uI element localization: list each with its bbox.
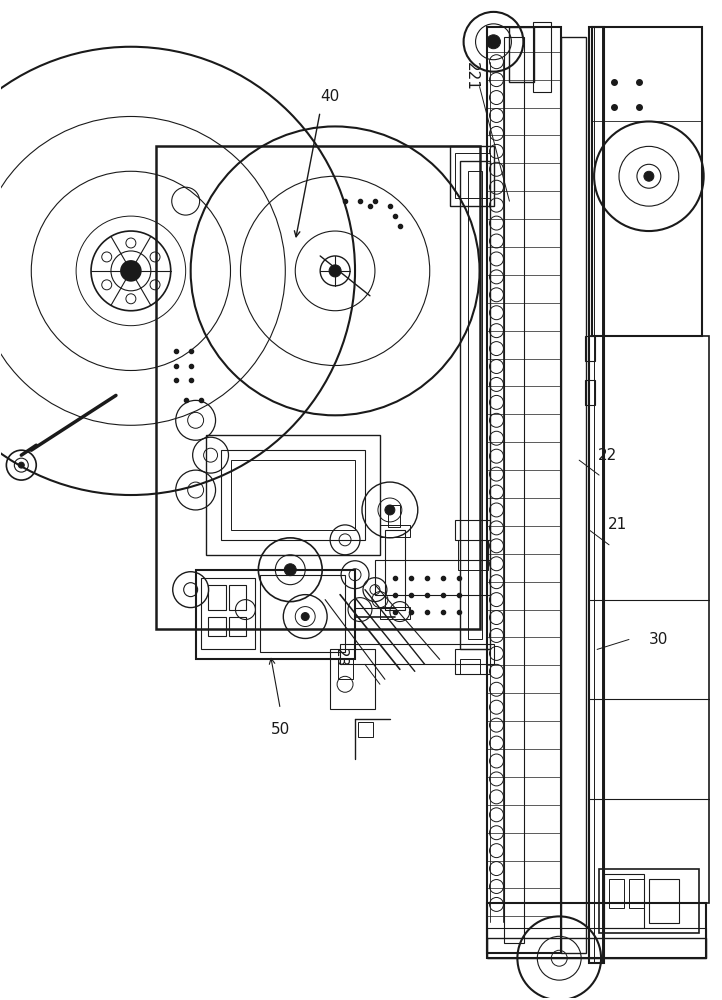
Bar: [585, 380, 595, 405]
Bar: [649, 879, 679, 923]
Text: 50: 50: [271, 722, 290, 737]
Circle shape: [18, 462, 25, 468]
Bar: [380, 607, 410, 619]
Circle shape: [487, 35, 500, 49]
Bar: [388, 505, 400, 527]
Bar: [455, 153, 490, 198]
Bar: [609, 879, 624, 908]
Circle shape: [385, 505, 395, 515]
Bar: [261, 575, 345, 652]
Bar: [201, 578, 256, 649]
Bar: [460, 161, 490, 649]
Bar: [589, 336, 709, 903]
Circle shape: [644, 171, 654, 181]
Bar: [468, 171, 482, 639]
Bar: [599, 869, 699, 933]
Text: 221: 221: [464, 62, 479, 91]
Bar: [455, 520, 490, 540]
Text: 40: 40: [321, 89, 340, 104]
Bar: [206, 435, 380, 555]
Bar: [510, 27, 534, 82]
Text: 23: 23: [333, 648, 347, 667]
Bar: [228, 617, 246, 636]
Bar: [375, 560, 490, 595]
Bar: [156, 146, 479, 629]
Bar: [585, 336, 595, 361]
Bar: [604, 874, 644, 928]
Bar: [220, 450, 365, 540]
Bar: [505, 37, 524, 943]
Bar: [330, 649, 375, 709]
Bar: [228, 585, 246, 610]
Bar: [455, 649, 490, 674]
Bar: [338, 659, 353, 679]
Bar: [534, 22, 552, 92]
Bar: [385, 530, 405, 610]
Bar: [487, 903, 705, 958]
Bar: [380, 525, 410, 537]
Bar: [592, 27, 702, 336]
Bar: [458, 540, 487, 570]
Bar: [230, 460, 355, 530]
Bar: [196, 570, 355, 659]
Bar: [589, 27, 604, 963]
Circle shape: [121, 261, 141, 281]
Bar: [208, 585, 225, 610]
Text: 21: 21: [607, 517, 627, 532]
Bar: [487, 27, 561, 953]
Bar: [358, 722, 373, 737]
Bar: [487, 928, 705, 958]
Circle shape: [301, 613, 309, 621]
Circle shape: [284, 564, 296, 576]
Bar: [561, 37, 586, 953]
Bar: [460, 659, 479, 674]
Text: 30: 30: [649, 632, 669, 647]
Bar: [487, 938, 705, 958]
Text: 22: 22: [597, 448, 617, 463]
Circle shape: [329, 265, 341, 277]
Bar: [340, 644, 495, 664]
Bar: [208, 617, 225, 636]
Bar: [450, 146, 495, 206]
Bar: [629, 879, 644, 908]
